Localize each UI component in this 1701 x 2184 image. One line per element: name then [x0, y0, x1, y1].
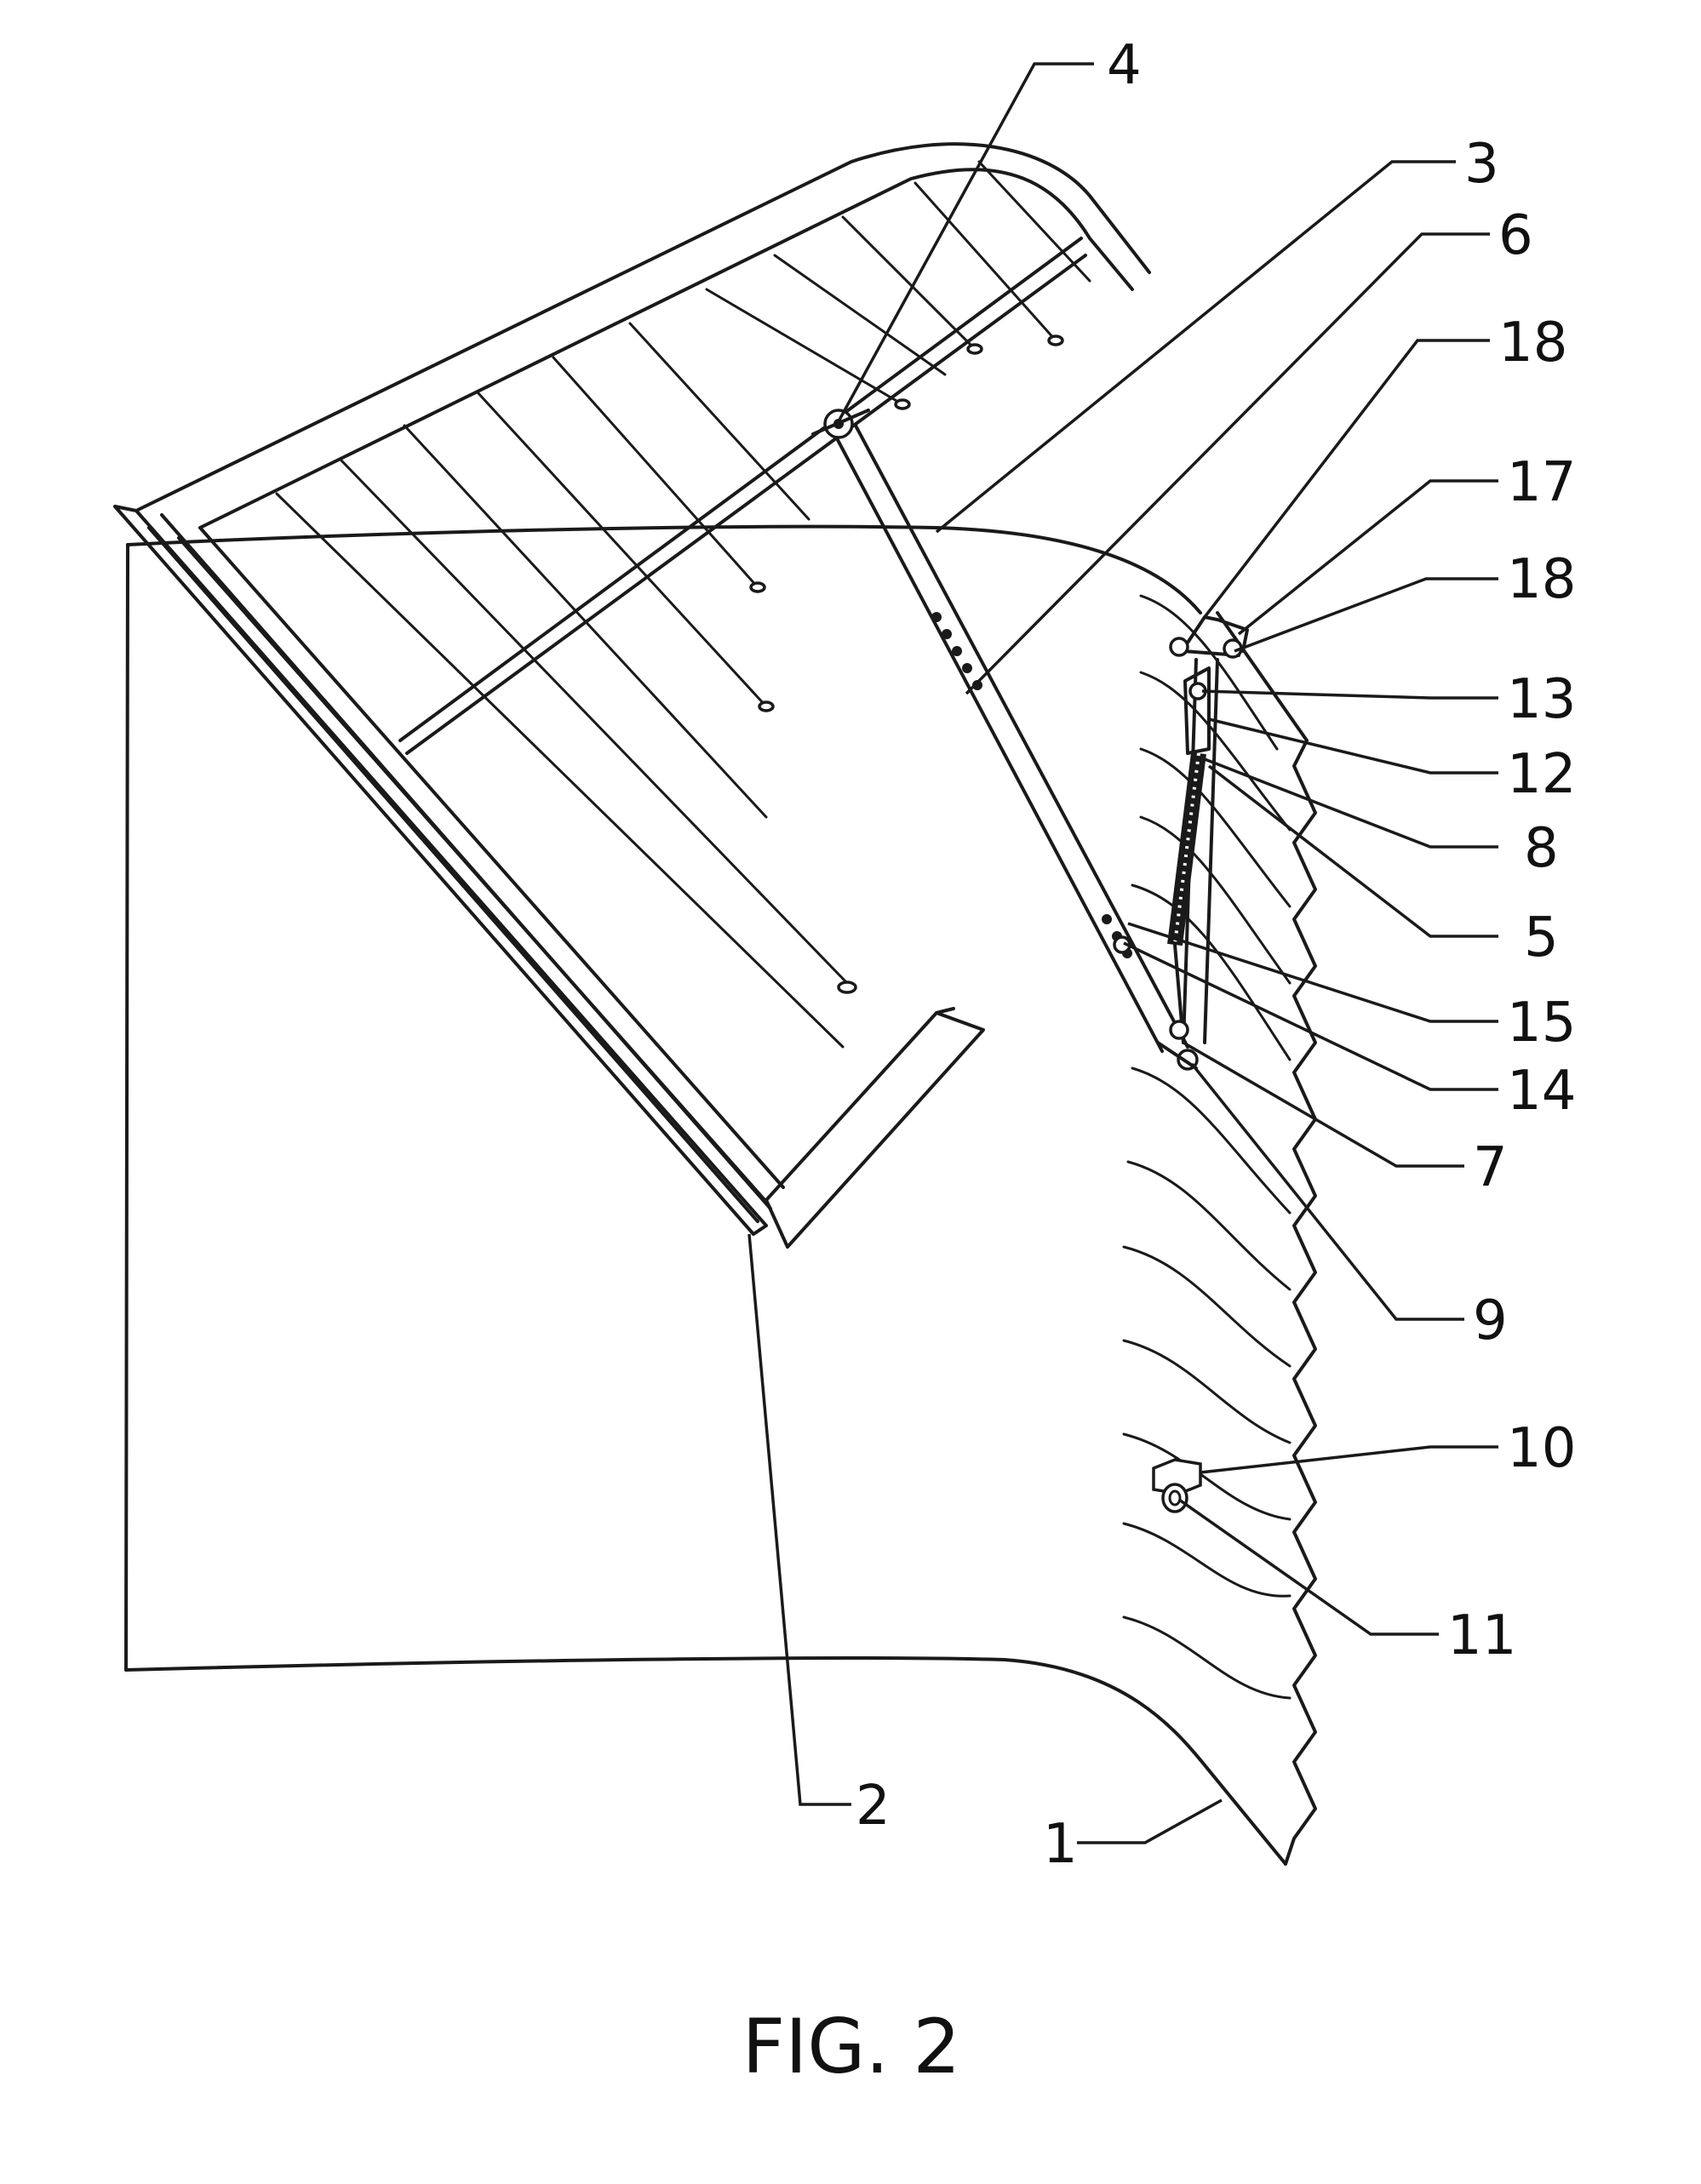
ref-numeral: 18: [1498, 312, 1567, 374]
ref-numeral: 9: [1473, 1289, 1508, 1352]
ref-numeral: 15: [1507, 992, 1576, 1055]
ref-numeral: 13: [1507, 668, 1576, 731]
ref-numeral: 7: [1473, 1136, 1508, 1199]
ref-numeral: 10: [1507, 1417, 1576, 1480]
ref-numeral: 5: [1524, 906, 1559, 969]
ref-numeral: 14: [1507, 1060, 1576, 1123]
ref-numeral: 3: [1464, 133, 1499, 196]
ref-numeral: 18: [1507, 548, 1576, 611]
ref-numeral: 2: [856, 1775, 891, 1838]
ref-numeral: 17: [1507, 451, 1576, 514]
support-arm: [813, 410, 1188, 1051]
latch: [1154, 1460, 1200, 1512]
ref-numeral: 8: [1524, 817, 1559, 880]
ref-numeral: 6: [1498, 204, 1533, 267]
reference-numerals: 4 3 6 18 17 18 13 12 8 5 15 14 7 9 10 11…: [856, 34, 1576, 1876]
ref-numeral: 11: [1447, 1604, 1516, 1667]
figure-caption: FIG. 2: [742, 2003, 961, 2090]
ref-numeral: 4: [1107, 34, 1142, 97]
ref-numeral: 1: [1043, 1813, 1078, 1876]
rack-frame: [115, 144, 1149, 1247]
ref-numeral: 12: [1507, 743, 1576, 806]
